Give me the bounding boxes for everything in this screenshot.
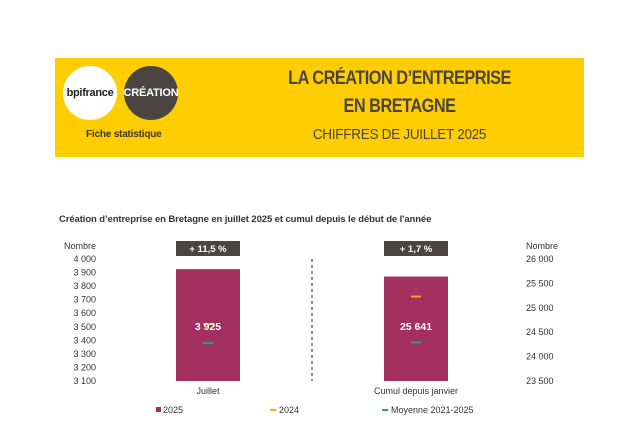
category-label: Cumul depuis janvier xyxy=(374,386,458,396)
change-badge xyxy=(384,241,448,256)
fiche-label: Fiche statistique xyxy=(86,129,162,140)
bpifrance-logo: bpifrance xyxy=(63,66,117,120)
header-banner: bpifrance CRÉATION Fiche statistique LA … xyxy=(55,58,584,157)
bar-2025 xyxy=(176,269,240,381)
left-tick-label: 4 000 xyxy=(73,254,96,264)
left-tick-label: 3 900 xyxy=(73,268,96,278)
bar-value-label: 3 925 xyxy=(195,321,221,333)
left-tick-label: 3 200 xyxy=(73,362,96,372)
left-tick-label: 3 400 xyxy=(73,335,96,345)
left-tick-label: 3 100 xyxy=(73,376,96,386)
legend-label: 2025 xyxy=(163,405,183,415)
left-axis-label: Nombre xyxy=(64,241,96,251)
left-tick-label: 3 500 xyxy=(73,322,96,332)
right-tick-label: 25 500 xyxy=(526,278,554,288)
right-tick-label: 24 500 xyxy=(526,327,554,337)
right-tick-label: 26 000 xyxy=(526,254,554,264)
right-tick-label: 25 000 xyxy=(526,303,554,313)
page-title-line1: LA CRÉATION D’ENTREPRISE xyxy=(288,68,511,89)
creation-logo: CRÉATION xyxy=(123,66,179,120)
left-tick-label: 3 700 xyxy=(73,295,96,305)
page-subtitle: CHIFFRES DE JUILLET 2025 xyxy=(312,126,487,143)
page-title-line2: EN BRETAGNE xyxy=(343,96,456,117)
left-tick-label: 3 800 xyxy=(73,281,96,291)
bar-value-label: 25 641 xyxy=(400,321,432,333)
right-tick-label: 23 500 xyxy=(526,376,554,386)
right-tick-label: 24 000 xyxy=(526,352,554,362)
category-label: Juillet xyxy=(196,386,220,396)
change-badge-label: + 11,5 % xyxy=(189,244,227,255)
legend-label: 2024 xyxy=(279,405,299,415)
left-tick-label: 3 300 xyxy=(73,349,96,359)
bar-2025 xyxy=(384,276,448,381)
chart-title: Création d’entreprise en Bretagne en jui… xyxy=(59,214,432,225)
change-badge xyxy=(176,241,240,256)
legend-swatch-2025 xyxy=(156,407,161,412)
legend-label: Moyenne 2021-2025 xyxy=(391,405,474,415)
change-badge-label: + 1,7 % xyxy=(400,244,433,255)
right-axis-label: Nombre xyxy=(526,241,558,251)
left-tick-label: 3 600 xyxy=(73,308,96,318)
